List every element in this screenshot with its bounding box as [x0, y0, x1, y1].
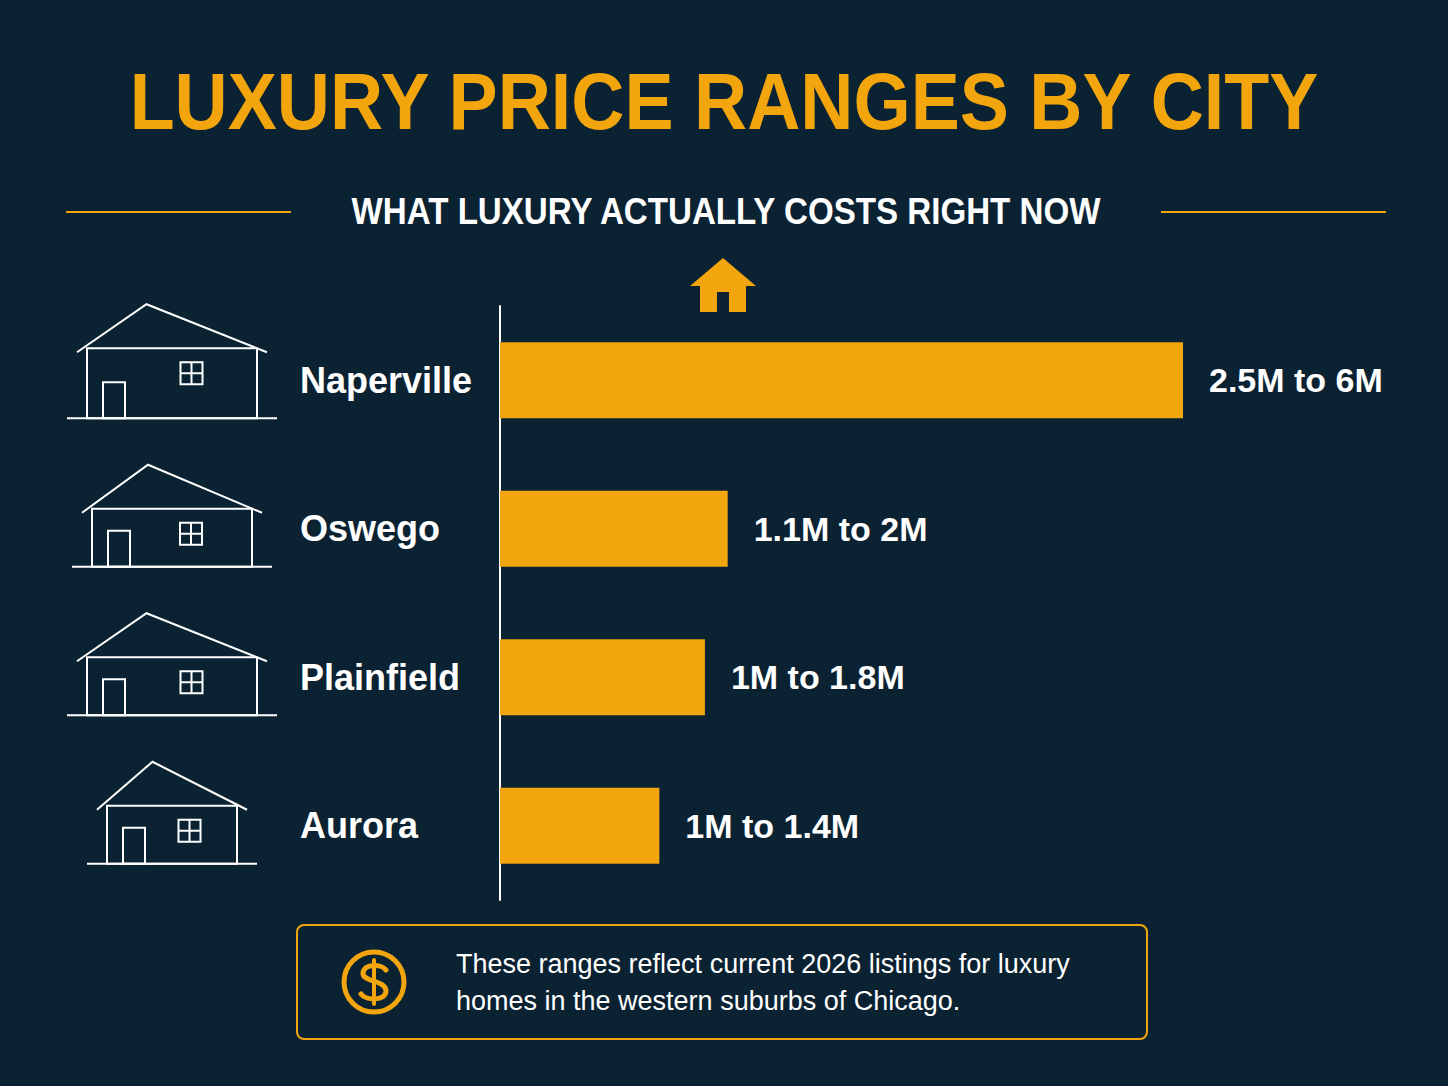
- svg-text:Naperville: Naperville: [300, 360, 472, 401]
- html-text:These ranges reflect current 2: These ranges reflect current 2026 listin…: [456, 949, 1070, 1016]
- html-text:LUXURY PRICE RANGES BY CITY: LUXURY PRICE RANGES BY CITY: [129, 57, 1319, 146]
- svg-text:1M to 1.4M: 1M to 1.4M: [685, 807, 859, 845]
- svg-text:2.5M to 6M: 2.5M to 6M: [1209, 361, 1383, 399]
- svg-text:1M to 1.8M: 1M to 1.8M: [731, 658, 905, 696]
- svg-text:1.1M to 2M: 1.1M to 2M: [754, 510, 928, 548]
- svg-text:Aurora: Aurora: [300, 805, 419, 846]
- svg-text:Plainfield: Plainfield: [300, 657, 460, 698]
- html-text:WHAT LUXURY ACTUALLY COSTS RIG: WHAT LUXURY ACTUALLY COSTS RIGHT NOW: [351, 191, 1101, 232]
- svg-text:Oswego: Oswego: [300, 508, 440, 549]
